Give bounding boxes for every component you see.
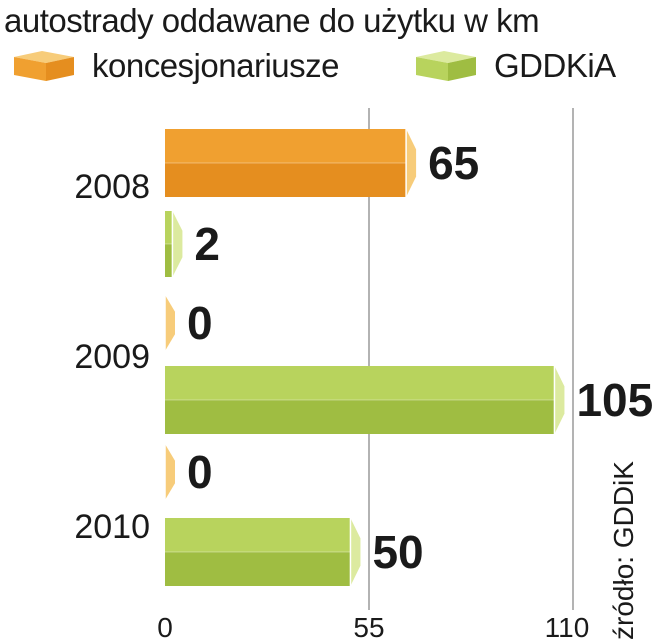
value-label-2010-GDDKiA: 50 xyxy=(372,526,423,578)
legend-item-gddkia: GDDKiA xyxy=(410,46,616,86)
value-label-2010-koncesjonariusze: 0 xyxy=(187,446,213,498)
value-label-2008-koncesjonariusze: 65 xyxy=(428,137,479,189)
x-tick-label-55: 55 xyxy=(353,612,384,640)
bar-2009-koncesjonariusze xyxy=(164,295,175,351)
legend-swatch-gddkia xyxy=(416,51,476,81)
legend-item-koncesjonariusze: koncesjonariusze xyxy=(8,46,339,86)
source-note: źródło: GDDiK xyxy=(608,461,639,640)
value-label-2008-GDDKiA: 2 xyxy=(194,218,220,270)
legend-label-koncesjonariusze: koncesjonariusze xyxy=(92,47,339,84)
x-tick-label-0: 0 xyxy=(157,612,173,640)
chart-title: autostrady oddawane do użytku w km xyxy=(4,2,540,39)
legend-label-gddkia: GDDKiA xyxy=(494,47,616,84)
bar-2009-GDDKiA xyxy=(165,366,565,434)
category-label-2010: 2010 xyxy=(74,508,150,546)
category-label-2008: 2008 xyxy=(74,168,150,206)
bar-2008-koncesjonariusze xyxy=(165,129,417,197)
bar-2008-GDDKiA xyxy=(165,211,183,277)
category-label-2009: 2009 xyxy=(74,338,150,376)
legend-swatch-koncesjonariusze xyxy=(14,51,74,81)
bar-2010-GDDKiA xyxy=(165,518,361,586)
value-label-2009-koncesjonariusze: 0 xyxy=(187,297,213,349)
value-label-2009-GDDKiA: 105 xyxy=(576,374,653,426)
bar-2010-koncesjonariusze xyxy=(164,444,175,500)
x-tick-label-110: 110 xyxy=(545,612,590,640)
